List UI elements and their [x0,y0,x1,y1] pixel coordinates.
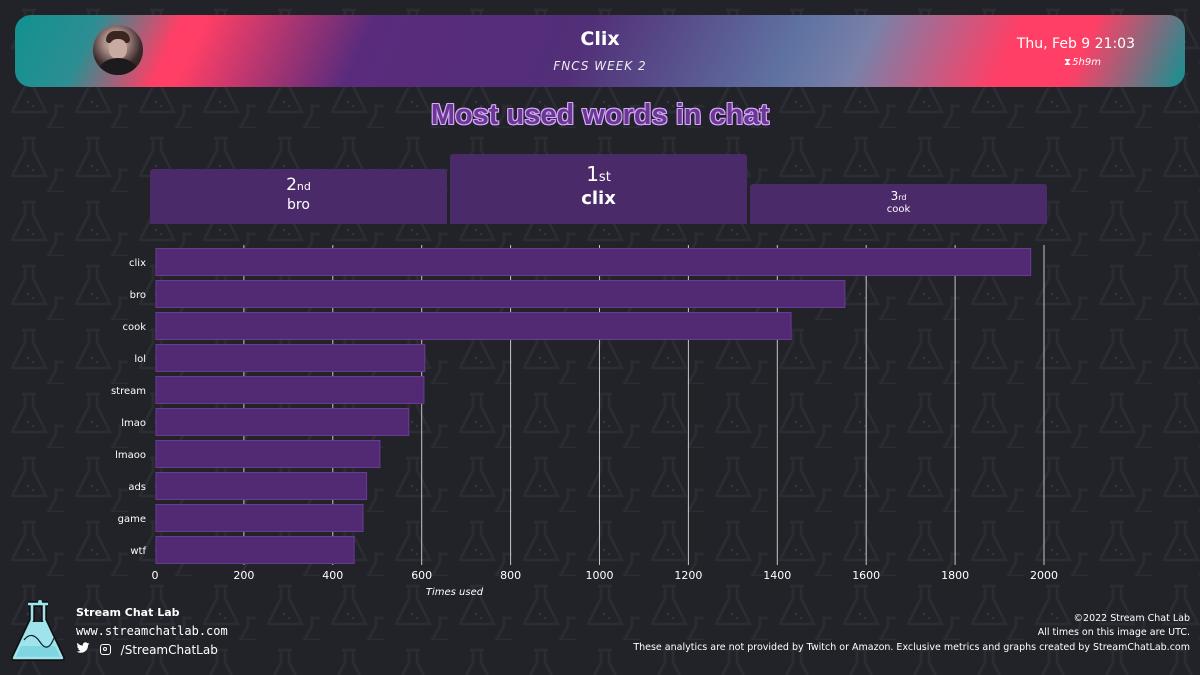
category-label-ads: ads [128,482,146,493]
podium-second-rank: 2 [286,175,297,195]
x-tick-label: 1200 [674,569,702,582]
twitter-icon[interactable] [76,642,96,657]
category-label-game: game [118,514,146,525]
x-tick-label: 600 [411,569,432,582]
bar-lmaoo [155,440,381,468]
bar-lol [155,344,426,372]
podium-first-word: clix [581,188,616,209]
instagram-icon[interactable] [99,644,111,655]
footer-disclaimer: These analytics are not provided by Twit… [633,642,1190,653]
x-tick-label: 0 [152,569,159,582]
x-tick-label: 800 [500,569,521,582]
category-label-stream: stream [111,386,146,397]
footer-social-handle[interactable]: /StreamChatLab [120,642,218,657]
category-label-lmao: lmao [121,418,146,429]
footer-social: /StreamChatLab [76,642,218,657]
x-tick-label: 1800 [941,569,969,582]
footer-url[interactable]: www.streamchatlab.com [76,624,228,638]
podium-second: 2nd bro [150,169,447,224]
podium-first: 1st clix [450,154,747,224]
category-label-cook: cook [122,322,146,333]
x-tick-label: 1600 [852,569,880,582]
footer-utc-note: All times on this image are UTC. [1037,627,1190,638]
category-label-lmaoo: lmaoo [115,450,146,461]
podium-first-rank: 1 [586,162,599,186]
bar-cook [155,312,792,340]
podium-third: 3rd cook [750,184,1047,224]
podium-second-suffix: nd [296,180,311,193]
x-tick-label: 1400 [763,569,791,582]
bar-clix [155,248,1032,276]
hourglass-icon: ⧗ [1063,57,1071,68]
category-label-clix: clix [129,258,146,269]
footer-copyright: ©2022 Stream Chat Lab [1073,613,1190,624]
bar-stream [155,376,425,404]
category-label-bro: bro [130,290,146,301]
podium-second-word: bro [287,197,310,213]
streamer-name: Clix [580,28,620,50]
bar-bro [155,280,846,308]
bar-lmao [155,408,410,436]
x-axis-label: Times used [426,587,484,598]
footer-brand: Stream Chat Lab [76,606,180,619]
category-label-lol: lol [134,354,146,365]
podium-third-rank: 3 [890,189,899,203]
x-tick-label: 1000 [586,569,614,582]
podium-third-word: cook [886,204,911,215]
stream-date: Thu, Feb 9 21:03 [1016,36,1135,52]
stream-subtitle: FNCS WEEK 2 [553,59,647,73]
podium-third-suffix: rd [898,193,907,202]
x-tick-label: 400 [322,569,343,582]
x-tick-label: 2000 [1030,569,1058,582]
x-tick-label: 200 [233,569,254,582]
flask-logo-icon [11,600,65,661]
bar-game [155,504,364,532]
category-label-wtf: wtf [130,546,146,557]
streamer-avatar [93,25,143,75]
stream-duration: 5h9m [1072,57,1101,68]
stream-header-banner: Clix FNCS WEEK 2 Thu, Feb 9 21:03 ⧗ 5h9m [15,15,1185,87]
bar-wtf [155,536,355,564]
podium-first-suffix: st [598,170,611,185]
chart-title: Most used words in chat [430,99,770,131]
bar-ads [155,472,368,500]
